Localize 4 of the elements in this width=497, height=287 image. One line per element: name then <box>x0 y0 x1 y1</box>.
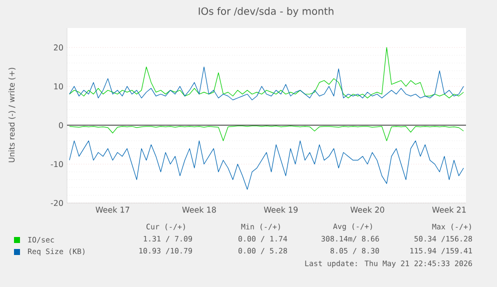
line-series <box>69 47 464 98</box>
line-series <box>69 126 464 142</box>
chart-title: IOs for /dev/sda - by month <box>198 7 334 17</box>
line-series <box>69 66 464 100</box>
